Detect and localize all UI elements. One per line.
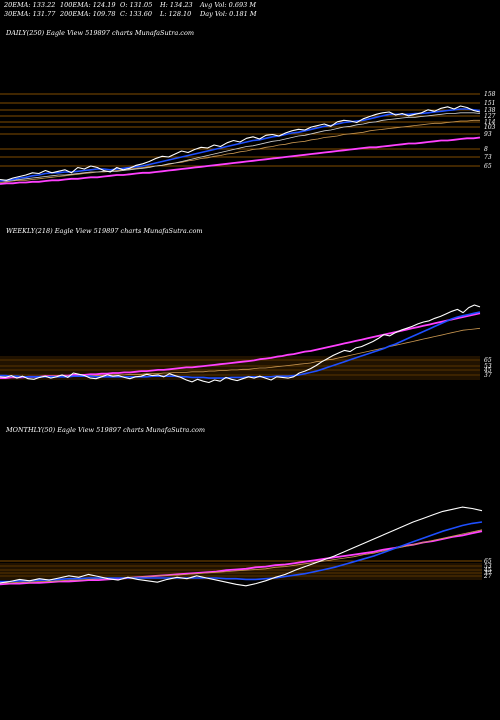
- daily-ema-short-line: [0, 108, 481, 182]
- weekly-panel-label: WEEKLY(218) Eagle View 519897 charts Mun…: [6, 227, 203, 235]
- weekly-tick-label: 45: [483, 367, 492, 374]
- daily-tick-label: 103: [484, 124, 496, 131]
- daily-tick-label: 8: [484, 146, 488, 153]
- daily-ema-mid-line: [0, 112, 481, 182]
- day-vol-text: Day Vol: 0.181 M: [200, 10, 257, 18]
- monthly-tick-label: 65: [484, 558, 492, 565]
- daily-tick-label: 114: [484, 119, 496, 126]
- monthly-level-band: [0, 563, 482, 580]
- daily-tick-label: 138: [484, 107, 496, 114]
- monthly-ema-short-line: [0, 521, 483, 583]
- weekly-tick-label: 53: [484, 363, 492, 370]
- monthly-tick-label: 45: [483, 567, 492, 574]
- weekly-price-line: [0, 304, 481, 384]
- ema100-text: 100EMA: 124.19: [60, 1, 116, 9]
- avg-vol-text: Avg Vol: 0.693 M: [200, 1, 257, 9]
- daily-tick-label: 65: [484, 163, 492, 170]
- monthly-panel-label: MONTHLY(50) Eagle View 519897 charts Mun…: [6, 426, 206, 434]
- daily-tick-label: 93: [484, 131, 492, 138]
- monthly-ema-long-line: [0, 529, 483, 584]
- monthly-price-line: [0, 506, 483, 587]
- daily-tick-label: 73: [484, 154, 492, 161]
- weekly-tick-label: 37: [484, 372, 492, 379]
- weekly-ema-short-line: [0, 311, 481, 379]
- ema30-text: 30EMA: 131.77: [4, 10, 56, 18]
- high-text: H: 134.23: [160, 1, 193, 9]
- weekly-tick-label: 65: [484, 357, 492, 364]
- monthly-tick-label: 53: [484, 563, 492, 570]
- monthly-tick-label: 37: [484, 570, 492, 577]
- daily-panel-label: DAILY(250) Eagle View 519897 charts Muna…: [6, 29, 195, 37]
- ema200-text: 200EMA: 109.78: [60, 10, 116, 18]
- close-text: C: 133.60: [120, 10, 152, 18]
- daily-ema-long-line: [0, 119, 480, 183]
- daily-tick-label: 127: [484, 113, 496, 120]
- daily-tick-label: 158: [484, 91, 496, 98]
- daily-price-line: [0, 105, 481, 181]
- ema20-text: 20EMA: 133.22: [4, 1, 56, 9]
- low-text: L: 128.10: [160, 10, 192, 18]
- daily-ema-200-line: [0, 136, 481, 185]
- open-text: O: 131.05: [120, 1, 153, 9]
- daily-tick-label: 151: [484, 100, 495, 107]
- monthly-tick-label: 27: [483, 573, 492, 580]
